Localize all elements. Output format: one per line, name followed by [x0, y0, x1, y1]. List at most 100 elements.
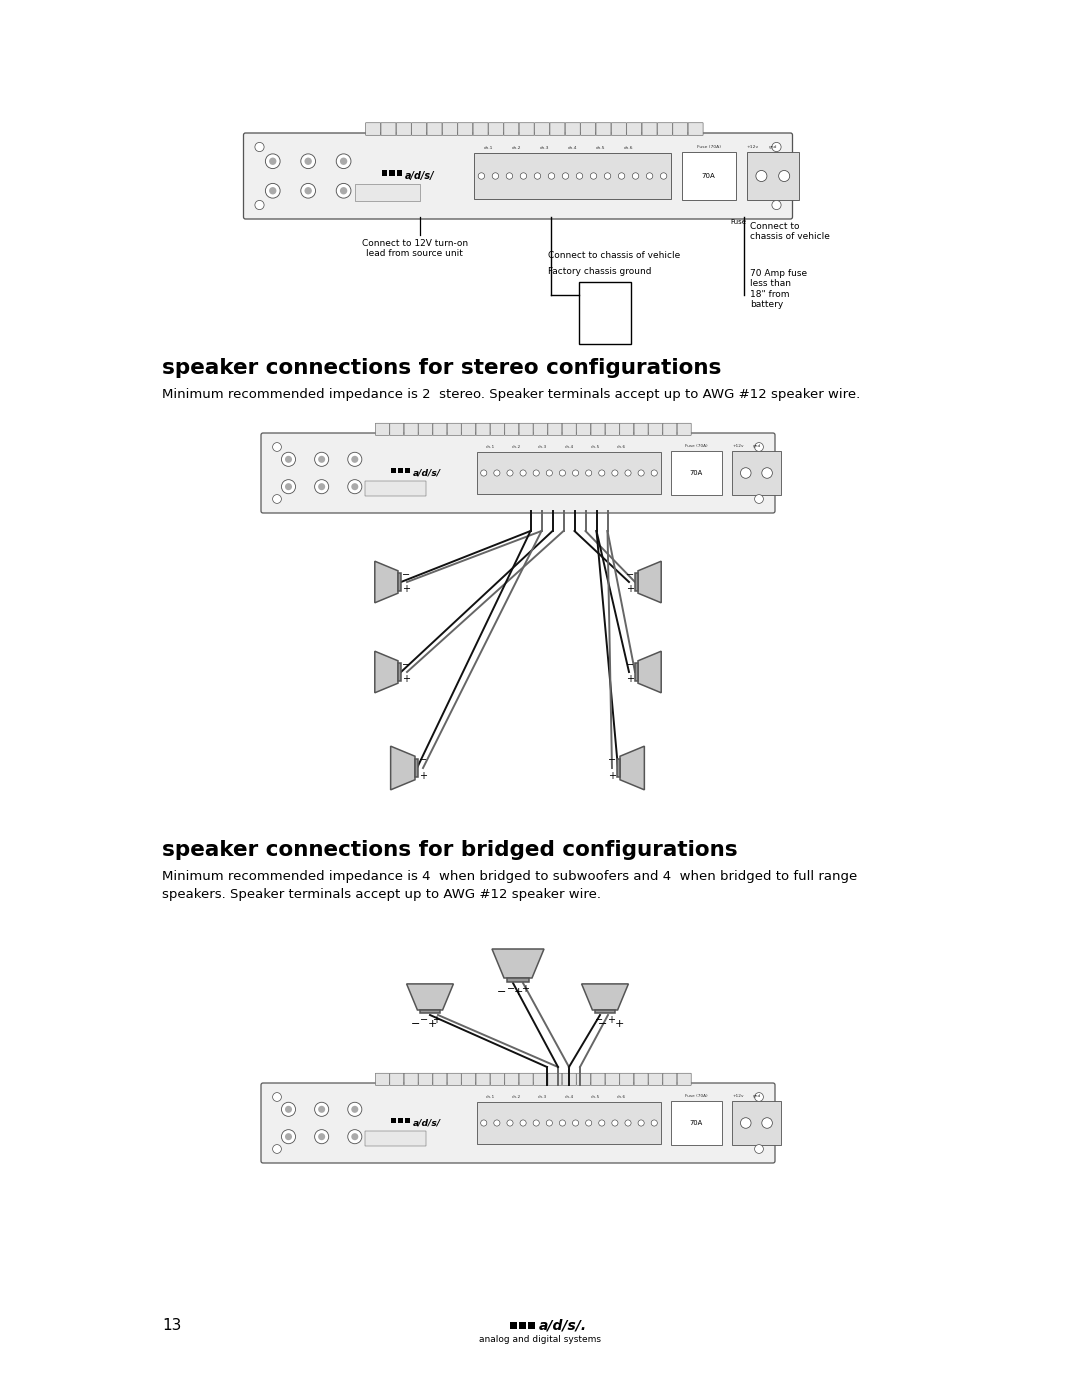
Text: +: + — [419, 771, 427, 781]
FancyBboxPatch shape — [634, 1073, 648, 1085]
FancyBboxPatch shape — [433, 423, 447, 436]
Circle shape — [255, 142, 265, 152]
Text: +: + — [513, 988, 523, 997]
Circle shape — [646, 173, 652, 179]
Text: +: + — [626, 584, 634, 594]
FancyBboxPatch shape — [591, 423, 605, 436]
Circle shape — [741, 1118, 751, 1129]
FancyBboxPatch shape — [419, 423, 432, 436]
Circle shape — [534, 469, 539, 476]
Bar — [595, 1010, 615, 1013]
Text: ch.6: ch.6 — [617, 446, 626, 448]
Text: 70 Amp fuse
less than
18" from
battery: 70 Amp fuse less than 18" from battery — [751, 270, 807, 309]
Circle shape — [521, 1120, 526, 1126]
FancyBboxPatch shape — [620, 1073, 634, 1085]
Polygon shape — [638, 562, 661, 602]
FancyBboxPatch shape — [390, 423, 404, 436]
Text: Factory chassis ground: Factory chassis ground — [548, 267, 651, 277]
FancyBboxPatch shape — [663, 1073, 677, 1085]
Circle shape — [756, 170, 767, 182]
Circle shape — [348, 1130, 362, 1144]
Bar — [671, 1101, 723, 1146]
Bar — [389, 170, 395, 176]
Text: 13: 13 — [162, 1317, 181, 1333]
FancyBboxPatch shape — [490, 423, 504, 436]
Text: ch.4: ch.4 — [565, 446, 573, 448]
Circle shape — [761, 468, 772, 478]
FancyBboxPatch shape — [577, 423, 591, 436]
Circle shape — [285, 1133, 292, 1140]
Text: a/d/s/.: a/d/s/. — [539, 1319, 588, 1333]
Text: ch.4: ch.4 — [565, 1095, 573, 1099]
Circle shape — [660, 173, 666, 179]
Text: ch.6: ch.6 — [624, 147, 633, 151]
FancyBboxPatch shape — [626, 123, 642, 136]
Text: speaker connections for bridged configurations: speaker connections for bridged configur… — [162, 840, 738, 861]
Circle shape — [340, 158, 348, 165]
Bar — [381, 170, 388, 176]
Bar — [671, 451, 723, 495]
Circle shape — [348, 1102, 362, 1116]
Bar — [579, 282, 631, 344]
Circle shape — [494, 1120, 500, 1126]
FancyBboxPatch shape — [677, 1073, 691, 1085]
FancyBboxPatch shape — [563, 423, 577, 436]
Text: ch.5: ch.5 — [591, 1095, 599, 1099]
Text: −: − — [497, 988, 507, 997]
Bar — [477, 453, 661, 495]
Circle shape — [481, 469, 487, 476]
Circle shape — [305, 158, 312, 165]
FancyBboxPatch shape — [648, 423, 662, 436]
Bar — [474, 154, 671, 198]
Bar — [477, 1102, 661, 1144]
FancyBboxPatch shape — [611, 123, 626, 136]
FancyBboxPatch shape — [443, 123, 457, 136]
Text: 70A: 70A — [690, 1120, 703, 1126]
Bar — [397, 1118, 403, 1123]
Text: −: − — [402, 659, 410, 669]
FancyBboxPatch shape — [663, 423, 677, 436]
Text: ch.2: ch.2 — [512, 147, 522, 151]
Circle shape — [348, 453, 362, 467]
Bar — [635, 664, 638, 680]
Circle shape — [269, 158, 276, 165]
Circle shape — [755, 1092, 764, 1101]
Circle shape — [633, 173, 638, 179]
Bar — [510, 1322, 517, 1329]
Circle shape — [351, 483, 359, 490]
Circle shape — [269, 187, 276, 194]
Circle shape — [266, 183, 280, 198]
FancyBboxPatch shape — [366, 123, 380, 136]
Text: Fuse (70A): Fuse (70A) — [685, 1094, 707, 1098]
Circle shape — [625, 469, 631, 476]
Text: a/d/s/: a/d/s/ — [405, 170, 435, 182]
Bar — [507, 978, 529, 982]
FancyBboxPatch shape — [461, 1073, 475, 1085]
Circle shape — [314, 1130, 328, 1144]
Text: +: + — [521, 983, 529, 995]
FancyBboxPatch shape — [620, 423, 634, 436]
Circle shape — [638, 469, 644, 476]
Circle shape — [282, 479, 296, 493]
Bar — [391, 468, 395, 474]
Polygon shape — [406, 983, 454, 1010]
Circle shape — [285, 483, 292, 490]
Text: +12v: +12v — [747, 145, 759, 149]
Circle shape — [336, 183, 351, 198]
Circle shape — [314, 453, 328, 467]
Circle shape — [625, 1120, 631, 1126]
FancyBboxPatch shape — [476, 423, 490, 436]
Circle shape — [282, 1102, 296, 1116]
FancyBboxPatch shape — [658, 123, 673, 136]
Polygon shape — [582, 983, 629, 1010]
Bar — [732, 451, 781, 495]
Circle shape — [521, 173, 527, 179]
Bar — [396, 170, 403, 176]
Text: −: − — [626, 659, 634, 669]
Circle shape — [285, 455, 292, 462]
Text: ch.5: ch.5 — [596, 147, 605, 151]
Circle shape — [319, 483, 325, 490]
Circle shape — [572, 469, 579, 476]
Circle shape — [651, 1120, 658, 1126]
FancyBboxPatch shape — [411, 123, 427, 136]
